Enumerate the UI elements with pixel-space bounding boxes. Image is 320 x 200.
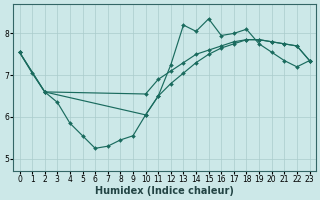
- X-axis label: Humidex (Indice chaleur): Humidex (Indice chaleur): [95, 186, 234, 196]
